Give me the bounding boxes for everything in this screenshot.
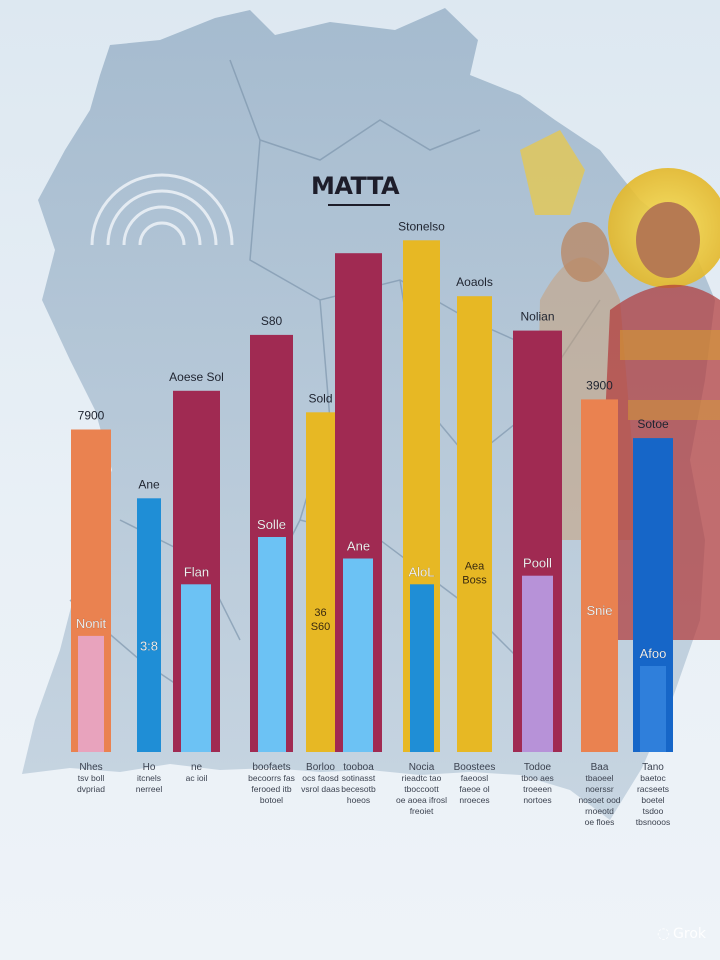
bar-inner-2 — [181, 584, 211, 752]
bar-category-label: Baa — [591, 762, 609, 773]
bar-inner-8 — [522, 575, 553, 752]
title-underline — [328, 204, 390, 206]
bar-category-label: nosoet ood — [578, 795, 620, 805]
bar-category-label: ferooed itb — [251, 784, 291, 794]
bar-category-label: Ho — [143, 762, 156, 773]
bar-top-label: 3900 — [586, 378, 613, 392]
bar-inner-label: 3:8 — [140, 639, 158, 654]
bar-category-label: baetoc — [640, 773, 666, 783]
bar-category-label: tbsnooos — [636, 817, 671, 827]
bar-7 — [457, 296, 492, 752]
bar-category-label: faeoosl — [461, 773, 489, 783]
bar-inner-label: Boss — [462, 575, 487, 587]
bar-category-label: sotinasst — [342, 773, 376, 783]
bar-top-label: Sold — [308, 391, 332, 405]
bar-category-label: Boostees — [454, 762, 496, 773]
bar-category-label: faeoe ol — [459, 784, 489, 794]
chart-title: MATTA — [310, 172, 400, 200]
bar-inner-3 — [258, 537, 286, 752]
bar-category-label: becoorrs fas — [248, 773, 295, 783]
bar-1 — [137, 498, 161, 752]
bar-inner-label: S60 — [311, 621, 331, 633]
bar-category-label: ocs faosd — [302, 773, 339, 783]
bar-category-label: racseets — [637, 784, 669, 794]
bar-inner-label: Solle — [257, 517, 286, 532]
bar-inner-label: 36 — [314, 607, 326, 619]
bar-inner-label: Ane — [347, 539, 370, 554]
bar-category-label: tsv boll — [78, 773, 105, 783]
bar-inner-6 — [410, 584, 434, 752]
bar-top-label: Aoese Sol — [169, 370, 224, 384]
bar-inner-label: Snie — [586, 603, 612, 618]
watermark-text: Grok — [673, 926, 706, 942]
bar-category-label: becesotb — [341, 784, 376, 794]
watermark-logo-icon: ◌ — [656, 924, 671, 942]
bar-category-label: vsrol daas — [301, 784, 340, 794]
bar-category-label: noerssr — [585, 784, 614, 794]
watermark: ◌ Grok — [657, 924, 706, 942]
bar-category-label: Nocia — [409, 762, 435, 773]
bar-category-label: rnoeotd — [585, 806, 614, 816]
bar-category-label: nroeces — [459, 795, 489, 805]
bar-category-label: botoel — [260, 795, 283, 805]
bar-category-label: troeeen — [523, 784, 552, 794]
bar-category-label: oe aoea ifrosl — [396, 795, 447, 805]
bar-category-label: tboccoott — [404, 784, 439, 794]
bar-category-label: Todoe — [524, 762, 552, 773]
bar-inner-label: Afoo — [640, 646, 667, 661]
bar-category-label: freoiet — [410, 806, 434, 816]
bar-top-label: S80 — [261, 314, 283, 328]
bar-inner-label: AloL — [408, 564, 434, 579]
bar-category-label: tooboa — [343, 762, 374, 773]
bar-top-label: Aoaols — [456, 275, 493, 289]
bar-category-label: Borloo — [306, 762, 335, 773]
bar-inner-5 — [343, 558, 373, 752]
bar-category-label: ne — [191, 762, 203, 773]
bar-top-label: Nolian — [520, 310, 554, 324]
bar-top-label: Ane — [138, 477, 160, 491]
bar-top-label: Stonelso — [398, 219, 445, 233]
bar-category-label: rieadtc tao — [402, 773, 442, 783]
bar-inner-label: Flan — [184, 564, 209, 579]
bar-top-label: 7900 — [78, 409, 105, 423]
bar-category-label: tboo aes — [521, 773, 554, 783]
bar-category-label: tbaoeel — [586, 773, 614, 783]
bar-4 — [306, 412, 335, 752]
bar-category-label: tsdoo — [643, 806, 664, 816]
sun-glyph-ornament — [90, 173, 234, 246]
bar-category-label: boetel — [641, 795, 664, 805]
bar-top-label: Sotoe — [637, 417, 669, 431]
bar-inner-10 — [640, 666, 666, 752]
bar-inner-label: Nonit — [76, 616, 107, 631]
bar-category-label: dvpriad — [77, 784, 105, 794]
bar-category-label: boofaets — [252, 762, 290, 773]
bar-inner-label: Pooll — [523, 556, 552, 571]
bar-category-label: ac ioil — [186, 773, 208, 783]
bar-category-label: oe floes — [585, 817, 615, 827]
bar-category-label: nortoes — [523, 795, 551, 805]
bar-inner-9 — [588, 623, 612, 752]
bar-category-label: hoeos — [347, 795, 370, 805]
bar-category-label: itcnels — [137, 773, 161, 783]
bar-category-label: Tano — [642, 762, 664, 773]
bar-category-label: nerreel — [136, 784, 163, 794]
bar-inner-label: Aea — [465, 561, 485, 573]
bar-inner-0 — [78, 635, 104, 752]
bar-category-label: Nhes — [79, 762, 102, 773]
